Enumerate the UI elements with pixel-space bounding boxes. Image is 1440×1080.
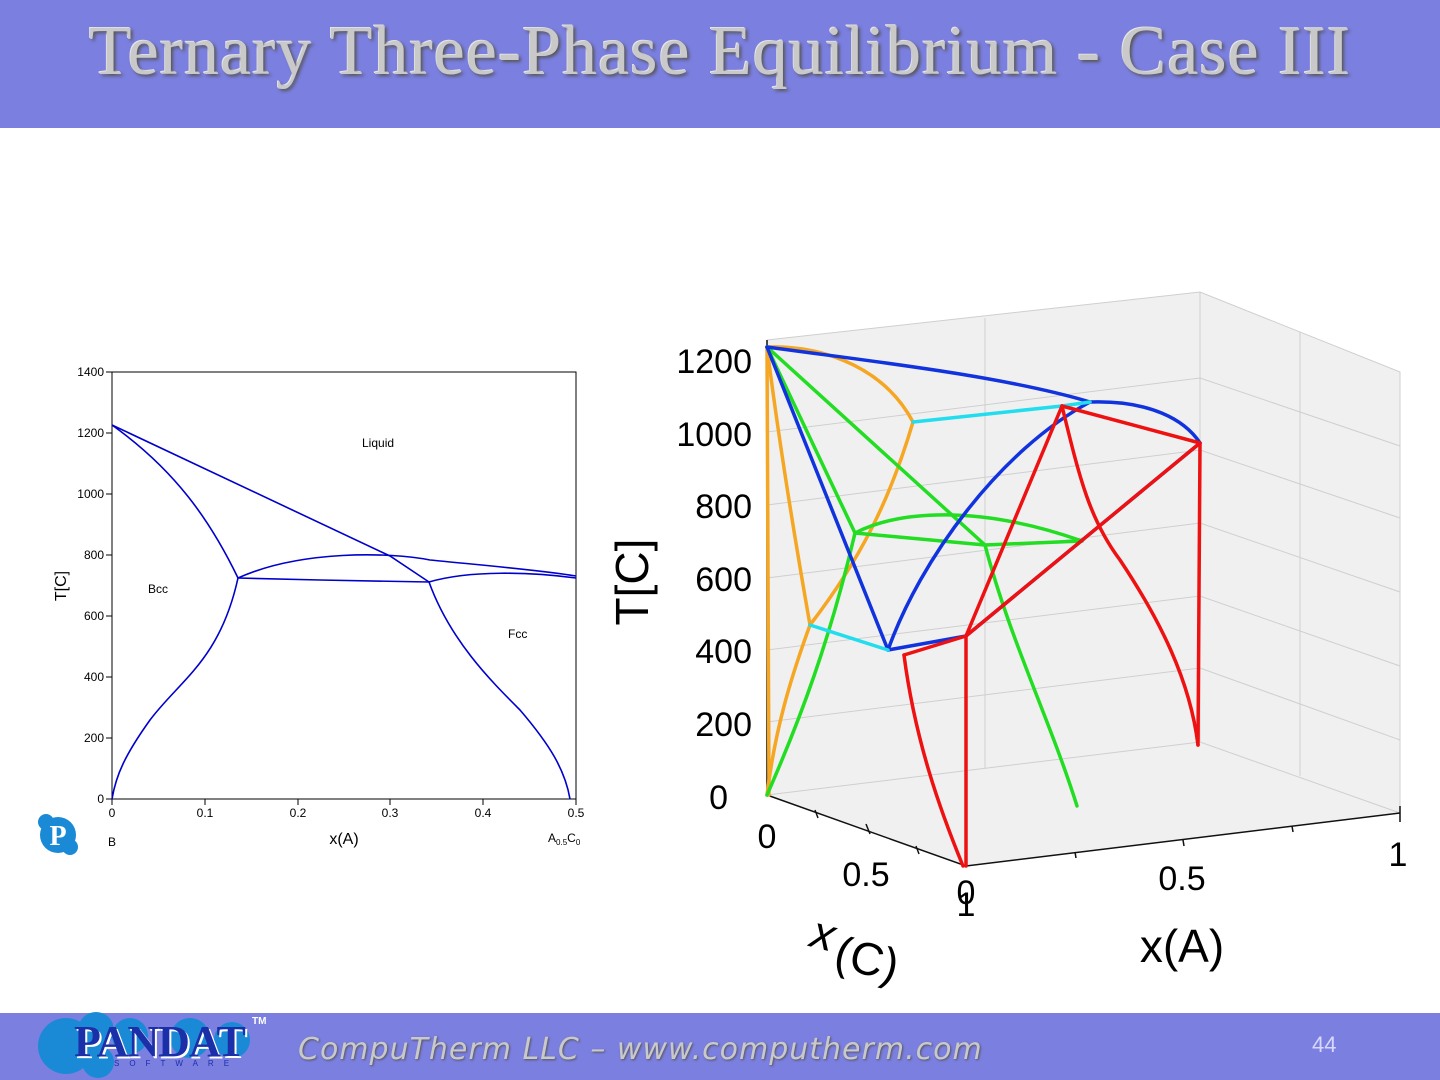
xc-tick-label: 0.5	[842, 856, 889, 894]
xc-tick-label: 1	[957, 886, 976, 924]
bcc-solidus-line	[111, 424, 239, 579]
region-label-liquid: Liquid	[362, 436, 394, 450]
x-tick-label: 0.4	[475, 806, 492, 820]
x-axis-label: x(A)	[329, 831, 358, 848]
svg-text:(C): (C)	[830, 926, 905, 992]
xa-tick-label: 0	[957, 874, 976, 912]
xa-tick-label: 1	[1389, 836, 1408, 874]
bcc-solvus-line	[111, 577, 239, 800]
y-tick-label: 0	[97, 792, 104, 806]
plot-frame	[111, 371, 577, 800]
z-tick-label: 1200	[676, 343, 752, 381]
svg-text:P: P	[49, 821, 66, 852]
z-tick-label: 600	[695, 561, 752, 599]
x-tick-label: 0.2	[290, 806, 307, 820]
page-number: 44	[1312, 1032, 1337, 1057]
pandat-logo-subtext: SOFTWARE	[114, 1059, 240, 1068]
y-tick-label: 400	[84, 670, 104, 684]
xc-tick-label: 0	[758, 818, 777, 856]
corner-label-a-c: A0.5C0	[548, 831, 581, 847]
red-curves	[902, 404, 1202, 868]
fcc-solvus-line	[428, 581, 571, 800]
footer-company-text: CompuTherm LLC – www.computherm.com	[298, 1032, 983, 1067]
left-phase-diagram: 1400 1200 1000 800 600 400 200 0 0 0.1 0…	[53, 365, 585, 849]
z-tick-label: 1000	[676, 416, 752, 454]
xa-axis-label: x(A)	[1140, 920, 1224, 972]
z-tick-label: 400	[695, 633, 752, 671]
pandat-p-icon: P	[38, 814, 78, 855]
z-tick-labels: 1200 1000 800 600 400 200 0	[676, 343, 752, 817]
y-tick-label: 1000	[77, 487, 104, 501]
three-phase-line	[237, 577, 430, 583]
box-background	[767, 292, 1400, 866]
x-tick-label: 0.5	[568, 806, 585, 820]
z-axis-label: T[C]	[606, 539, 658, 626]
y-tick-marks	[106, 371, 577, 805]
z-tick-label: 800	[695, 488, 752, 526]
y-tick-label: 1200	[77, 426, 104, 440]
corner-label-b: B	[108, 835, 116, 849]
x-tick-label: 0.3	[382, 806, 399, 820]
xc-axis-label: x (C)	[804, 905, 905, 992]
y-tick-label: 200	[84, 731, 104, 745]
x-tick-label: 0	[109, 806, 116, 820]
orange-curves	[765, 345, 915, 797]
slide-title: Ternary Three-Phase Equilibrium - Case I…	[88, 13, 1352, 90]
xa-tick-label: 0.5	[1158, 860, 1205, 898]
region-label-bcc: Bcc	[148, 582, 168, 596]
trademark-mark: TM	[252, 1016, 267, 1027]
phase-boundaries	[111, 424, 577, 800]
y-tick-label: 800	[84, 548, 104, 562]
upper-boundary	[237, 554, 577, 579]
fcc-upper-line	[428, 572, 577, 583]
z-tick-label: 0	[709, 779, 728, 817]
z-tick-label: 200	[695, 706, 752, 744]
x-tick-label: 0.1	[197, 806, 214, 820]
right-3d-diagram: 1200 1000 800 600 400 200 0 T[C] 0 0.5 1…	[606, 291, 1408, 992]
green-curves	[765, 345, 1084, 808]
y-axis-label: T[C]	[53, 571, 70, 601]
title-bar	[0, 0, 1440, 128]
region-label-fcc: Fcc	[508, 627, 527, 641]
y-tick-label: 600	[84, 609, 104, 623]
pandat-logo-text: PANDAT	[74, 1017, 246, 1066]
y-tick-label: 1400	[77, 365, 104, 379]
